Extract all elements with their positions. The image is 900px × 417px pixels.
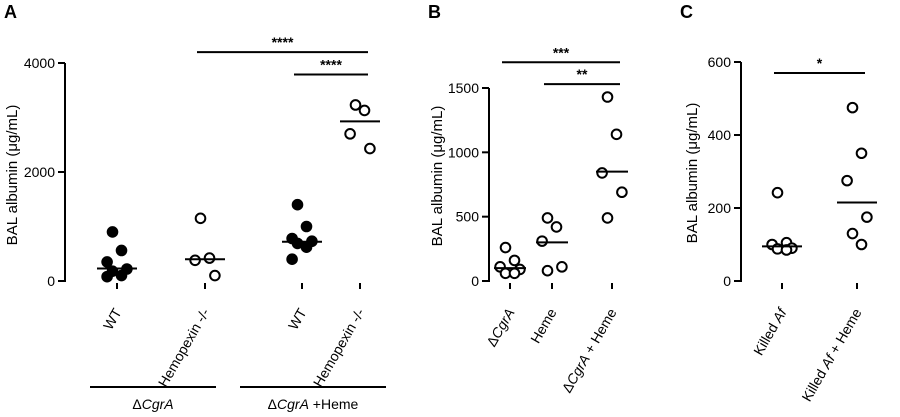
data-point bbox=[541, 212, 554, 224]
data-point bbox=[101, 256, 113, 268]
data-point bbox=[291, 198, 304, 211]
label-suffix: +Heme bbox=[309, 396, 359, 412]
data-point bbox=[115, 269, 128, 282]
category-label: ΔCgrA bbox=[483, 306, 517, 350]
y-tick-label: 0 bbox=[723, 273, 731, 289]
significance-label: *** bbox=[553, 44, 570, 60]
data-point bbox=[771, 186, 784, 199]
group-label: ΔCgrA bbox=[132, 396, 173, 412]
data-point bbox=[855, 238, 868, 251]
group-label: ΔCgrA +Heme bbox=[268, 396, 359, 412]
y-tick-label: 400 bbox=[708, 127, 732, 143]
data-point bbox=[550, 221, 563, 233]
data-point bbox=[300, 241, 313, 254]
category-label: WT bbox=[100, 305, 125, 332]
data-point bbox=[780, 244, 793, 256]
data-point bbox=[499, 241, 512, 254]
data-point bbox=[846, 227, 859, 240]
data-point bbox=[596, 167, 608, 179]
label-suffix: + Heme bbox=[824, 305, 865, 359]
y-tick-label: 2000 bbox=[24, 164, 55, 180]
data-point bbox=[115, 244, 128, 257]
category-label: Hemopexin -/- bbox=[310, 305, 368, 389]
data-point bbox=[349, 99, 362, 111]
y-tick-label: 1500 bbox=[448, 80, 479, 96]
category-label: WT bbox=[285, 305, 310, 332]
data-point bbox=[601, 91, 614, 103]
data-point bbox=[344, 128, 356, 140]
data-point bbox=[209, 269, 221, 282]
data-point bbox=[203, 252, 216, 264]
significance-label: **** bbox=[320, 56, 342, 72]
category-label: Killed Af bbox=[750, 304, 791, 358]
data-point bbox=[601, 212, 614, 224]
data-point bbox=[364, 142, 376, 155]
data-point bbox=[541, 264, 554, 277]
label-suffix: Heme bbox=[527, 305, 560, 346]
y-tick-label: 4000 bbox=[24, 55, 55, 71]
significance-label: ** bbox=[577, 66, 588, 82]
data-point bbox=[861, 211, 873, 223]
y-tick-label: 500 bbox=[456, 209, 480, 225]
label-italic: CgrA bbox=[277, 396, 309, 412]
data-point bbox=[106, 226, 119, 238]
data-point bbox=[616, 186, 628, 199]
category-label: Hemopexin -/- bbox=[155, 305, 213, 389]
significance-label: * bbox=[817, 55, 823, 71]
data-point bbox=[556, 261, 568, 273]
y-axis-title: BAL albumin (μg/mL) bbox=[684, 103, 701, 244]
category-label: Heme bbox=[527, 305, 560, 346]
label-italic: CgrA bbox=[142, 396, 174, 412]
panel-letter: B bbox=[428, 2, 441, 22]
data-point bbox=[841, 174, 853, 187]
data-point bbox=[855, 147, 868, 160]
y-tick-label: 0 bbox=[47, 273, 55, 289]
label-prefix: Δ bbox=[268, 396, 277, 412]
label-prefix: Δ bbox=[132, 396, 141, 412]
data-point bbox=[194, 212, 207, 225]
data-point bbox=[508, 267, 521, 280]
panel-letter: A bbox=[4, 2, 17, 22]
y-tick-label: 0 bbox=[471, 273, 479, 289]
panel-c: C 0 200 400 600 BAL albumin (μg/mL) * Killed Af… bbox=[680, 2, 877, 404]
data-point bbox=[300, 220, 313, 233]
y-axis-title: BAL albumin (μg/mL) bbox=[429, 106, 446, 247]
data-point bbox=[536, 235, 548, 247]
data-point bbox=[610, 128, 623, 141]
data-point bbox=[101, 270, 113, 283]
label-suffix: + Heme bbox=[579, 305, 620, 359]
y-tick-label: 600 bbox=[708, 54, 732, 70]
category-label: Killed Af + Heme bbox=[798, 305, 864, 404]
significance-label: **** bbox=[272, 34, 294, 50]
y-tick-label: 200 bbox=[708, 200, 732, 216]
data-point bbox=[286, 253, 298, 266]
y-tick-label: 1000 bbox=[448, 144, 479, 160]
data-point bbox=[508, 254, 521, 267]
category-label: ΔCgrA + Heme bbox=[558, 305, 619, 395]
data-point bbox=[189, 254, 201, 267]
y-axis-title: BAL albumin (μg/mL) bbox=[4, 105, 21, 246]
panel-letter: C bbox=[680, 2, 693, 22]
data-point bbox=[358, 104, 371, 117]
data-point bbox=[846, 101, 859, 114]
label-italic: CgrA bbox=[488, 306, 518, 342]
